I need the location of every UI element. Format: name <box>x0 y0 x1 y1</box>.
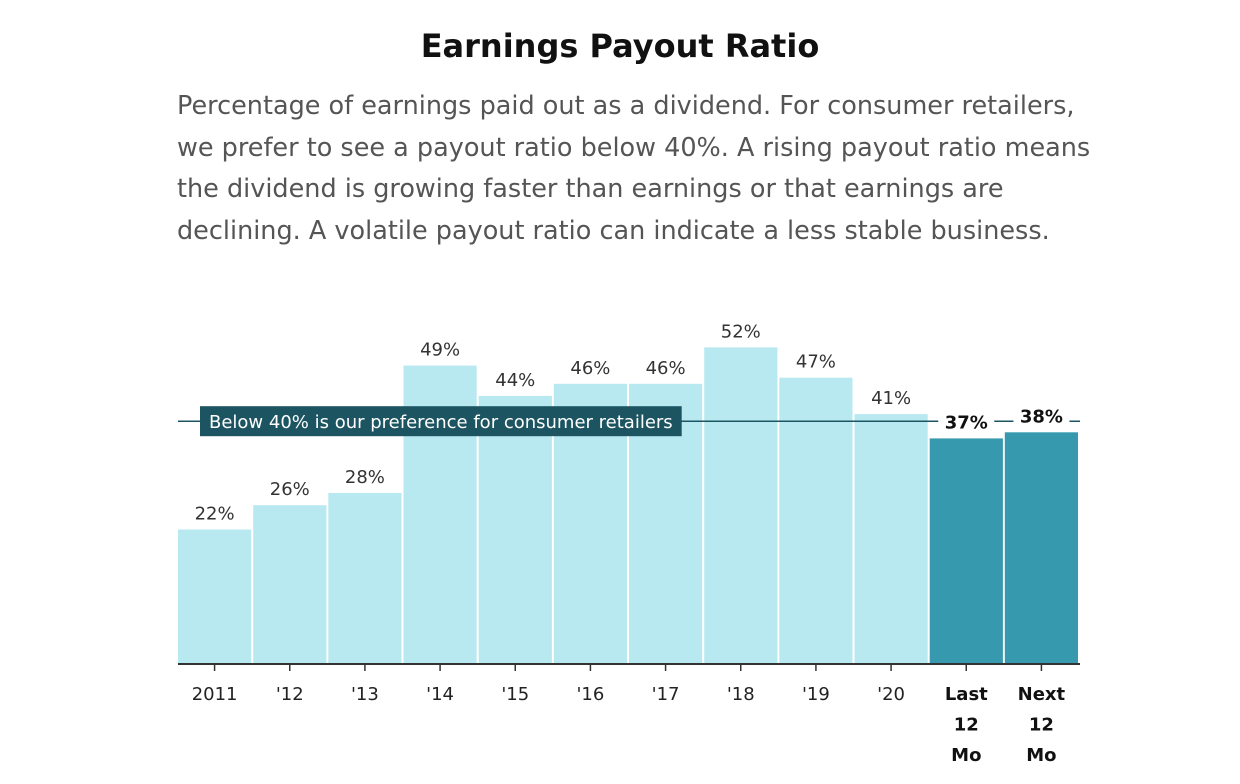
bar-value-label: 28% <box>345 467 385 488</box>
x-axis: 2011 '12 '13 '14 '15 '16 '17 '18 '19 '20 Last 12 Mo N… <box>178 663 1080 766</box>
bar <box>253 505 327 663</box>
x-tick-label: '18 <box>727 684 755 705</box>
reference-label-box <box>200 406 682 437</box>
bar-value-label: 41% <box>871 388 911 409</box>
label-knockout <box>938 408 995 435</box>
chart-title: Earnings Payout Ratio <box>420 27 820 65</box>
labels-layer: 22% 26% 28% 49% 44% 46% 46% 52% 47% 41% 37% 38% <box>195 321 1063 524</box>
bar-value-label: 47% <box>796 352 836 373</box>
x-tick-label: '17 <box>652 684 680 705</box>
bar-value-label: 46% <box>646 358 686 379</box>
bar <box>704 347 778 663</box>
bar <box>779 377 853 663</box>
bar-value-label: 49% <box>420 340 460 361</box>
x-tick-label: Next 12 Mo <box>1018 684 1066 766</box>
x-tick-label: '16 <box>576 684 604 705</box>
reference-line-label: Below 40% is our preference for consumer… <box>209 412 673 433</box>
bars-layer <box>178 347 1078 663</box>
bar <box>478 395 552 663</box>
bar-value-label: 37% <box>945 412 988 433</box>
x-tick-label: '12 <box>276 684 304 705</box>
x-tick-label: '19 <box>802 684 830 705</box>
bar-value-label: 22% <box>195 504 235 525</box>
bar <box>178 529 252 663</box>
bar-value-label: 26% <box>270 479 310 500</box>
x-tick-label: Last 12 Mo <box>945 684 988 766</box>
bar-value-label: 52% <box>721 321 761 342</box>
x-tick-label: '13 <box>351 684 379 705</box>
bar-value-label: 46% <box>570 358 610 379</box>
bar-value-label: 44% <box>495 370 535 391</box>
bar <box>1004 432 1078 663</box>
x-tick-label: '20 <box>877 684 905 705</box>
reference-line-group: Below 40% is our preference for consumer… <box>178 402 1080 437</box>
chart-subtitle: Percentage of earnings paid out as a div… <box>177 91 1091 246</box>
x-tick-label: 2011 <box>192 684 238 705</box>
bar <box>328 493 402 663</box>
x-tick-label: '14 <box>426 684 454 705</box>
bar <box>854 414 928 663</box>
bar-value-label: 38% <box>1020 406 1063 427</box>
bar <box>929 438 1003 663</box>
label-knockout <box>1013 402 1070 429</box>
x-tick-label: '15 <box>501 684 529 705</box>
